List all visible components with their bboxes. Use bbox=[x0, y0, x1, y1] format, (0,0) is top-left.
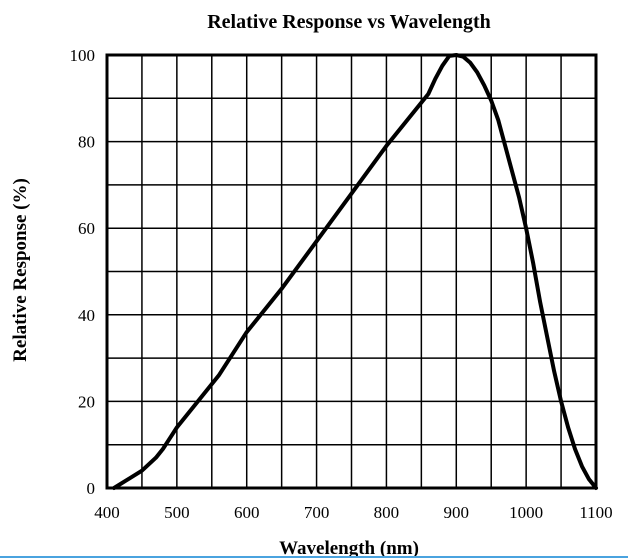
chart-title: Relative Response vs Wavelength bbox=[207, 11, 491, 33]
y-axis-label: Relative Response (%) bbox=[10, 178, 31, 362]
x-tick-label: 900 bbox=[444, 503, 470, 522]
plot-frame bbox=[105, 53, 598, 490]
x-tick-label: 600 bbox=[234, 503, 260, 522]
x-tick-label: 800 bbox=[374, 503, 400, 522]
y-tick-label: 0 bbox=[87, 479, 96, 498]
x-tick-label: 400 bbox=[94, 503, 120, 522]
y-tick-label: 80 bbox=[78, 133, 95, 152]
plot-grid bbox=[107, 55, 596, 488]
x-tick-label: 1100 bbox=[579, 503, 612, 522]
y-tick-label: 20 bbox=[78, 392, 95, 411]
y-tick-labels: 0 20 40 60 80 100 bbox=[70, 46, 96, 498]
y-tick-label: 40 bbox=[78, 306, 95, 325]
x-axis-label: Wavelength (nm) bbox=[279, 538, 419, 559]
y-tick-label: 60 bbox=[78, 219, 95, 238]
x-tick-label: 1000 bbox=[509, 503, 543, 522]
y-tick-label: 100 bbox=[70, 46, 96, 65]
x-tick-label: 500 bbox=[164, 503, 190, 522]
bottom-divider bbox=[0, 556, 628, 558]
response-curve bbox=[112, 53, 598, 490]
x-tick-labels: 400 500 600 700 800 900 1000 1100 bbox=[94, 503, 612, 522]
x-tick-label: 700 bbox=[304, 503, 330, 522]
